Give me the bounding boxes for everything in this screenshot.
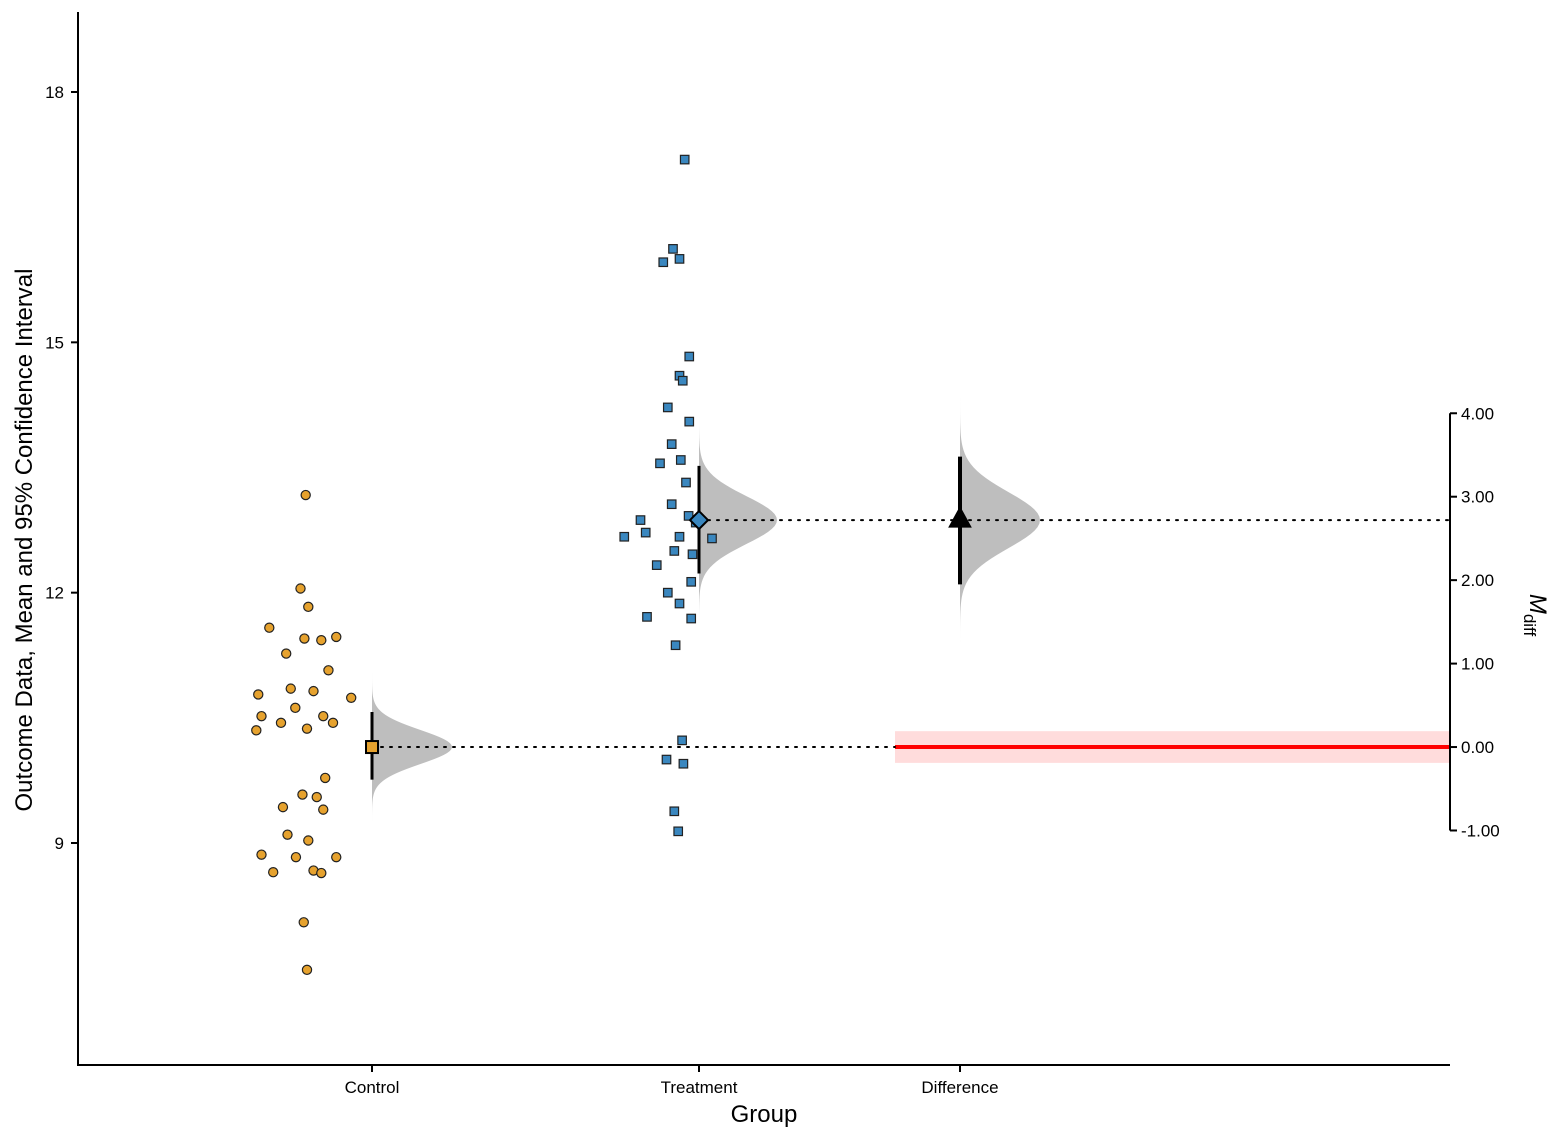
control-data-point [282, 829, 293, 840]
axes: 9 12 15 18 4.00 3.00 2.00 1.00 0.00 -1.00 Contro… [45, 12, 1500, 1097]
treatment-data-point [666, 499, 677, 510]
control-data-point [256, 710, 267, 722]
control-data-point [264, 622, 275, 633]
control-data-point [285, 683, 296, 694]
density-control [372, 667, 452, 828]
treatment-data-point [677, 735, 687, 746]
treatment-data-point [674, 598, 685, 609]
control-data-point [308, 685, 319, 697]
control-data-point [331, 851, 342, 863]
y2-axis-title-sub: diff [1520, 614, 1539, 637]
treatment-data-point [662, 402, 673, 413]
control-data-point [331, 631, 342, 643]
treatment-data-point [674, 531, 685, 542]
control-data-point [300, 489, 311, 501]
x-tick-label: Difference [921, 1078, 998, 1097]
treatment-data-point [666, 439, 677, 449]
treatment-data-point [684, 416, 695, 427]
control-data-point [323, 665, 334, 676]
x-tick-label: Control [345, 1078, 400, 1097]
treatment-data-point [640, 527, 651, 538]
control-data-point [299, 633, 310, 644]
control-data-point [251, 725, 262, 736]
y2-tick-label: 0.00 [1461, 738, 1494, 757]
null-effect-layer [895, 731, 1450, 763]
control-data-point [311, 791, 322, 803]
treatment-data-point [661, 754, 672, 765]
x-axis-title: Group [731, 1101, 798, 1128]
control-mean-marker [365, 740, 379, 755]
mean-reference-lines [371, 519, 1451, 749]
treatment-data-point [669, 546, 680, 556]
control-data-point [253, 689, 264, 700]
control-data-point [320, 772, 331, 784]
treatment-data-point [662, 587, 673, 598]
y2-axis-title-main: M [1524, 594, 1551, 614]
treatment-data-point [668, 244, 678, 254]
density-difference [960, 380, 1040, 661]
treatment-data-point [619, 531, 630, 542]
treatment-data-point [651, 560, 662, 570]
treatment-data-point [675, 455, 686, 465]
treatment-data-point [681, 477, 691, 488]
control-data-point [295, 583, 306, 594]
y2-tick-label: -1.00 [1461, 821, 1500, 840]
treatment-data-point [658, 257, 669, 268]
treatment-data-point [687, 549, 698, 560]
control-data-point [303, 835, 314, 846]
control-data-point [301, 723, 313, 734]
treatment-data-point [642, 612, 652, 622]
y-axis-ticks: 9 12 15 18 [45, 83, 78, 853]
treatment-mean-marker [688, 509, 710, 531]
control-data-point [275, 717, 287, 729]
control-data-point [301, 964, 313, 976]
control-data-point [290, 851, 302, 863]
y-tick-label: 12 [45, 584, 64, 603]
treatment-data-point [669, 806, 680, 817]
y-axis-title: Outcome Data, Mean and 95% Confidence In… [11, 269, 38, 812]
raw-data-points [251, 154, 717, 976]
control-data-point [316, 635, 327, 646]
x-tick-label: Treatment [661, 1078, 738, 1097]
treatment-data-point [673, 826, 684, 837]
treatment-data-point [674, 254, 685, 264]
y2-axis-ticks: 4.00 3.00 2.00 1.00 0.00 -1.00 [1450, 404, 1500, 840]
control-data-point [290, 702, 301, 714]
treatment-data-point [677, 375, 688, 386]
treatment-data-point [679, 154, 690, 165]
treatment-data-point [670, 640, 681, 651]
treatment-data-point [686, 613, 697, 624]
treatment-data-point [686, 576, 697, 587]
y2-axis-title: Mdiff [1520, 594, 1551, 637]
treatment-data-point [684, 351, 695, 362]
y2-tick-label: 1.00 [1461, 655, 1494, 674]
control-data-point [327, 717, 339, 729]
control-data-point [318, 804, 329, 815]
control-data-point [298, 917, 309, 928]
control-data-point [318, 710, 329, 722]
control-data-point [256, 849, 267, 860]
y-tick-label: 15 [45, 333, 64, 352]
difference-mean-marker [948, 506, 972, 528]
control-data-point [268, 867, 279, 878]
treatment-data-point [655, 458, 665, 469]
treatment-data-point [678, 758, 689, 769]
treatment-data-point [635, 515, 646, 525]
control-data-point [316, 867, 327, 879]
control-data-point [297, 789, 308, 800]
y2-tick-label: 3.00 [1461, 488, 1494, 507]
y-tick-label: 9 [55, 834, 64, 853]
y-tick-label: 18 [45, 83, 64, 102]
control-data-point [277, 801, 289, 813]
control-data-point [281, 648, 292, 659]
y2-tick-label: 4.00 [1461, 404, 1494, 423]
control-data-point [303, 601, 314, 613]
treatment-data-point [707, 533, 717, 544]
mean-estimates [365, 456, 972, 780]
y2-tick-label: 2.00 [1461, 571, 1494, 590]
control-data-point [346, 692, 357, 704]
x-axis-ticks: Control Treatment Difference [345, 1065, 999, 1097]
